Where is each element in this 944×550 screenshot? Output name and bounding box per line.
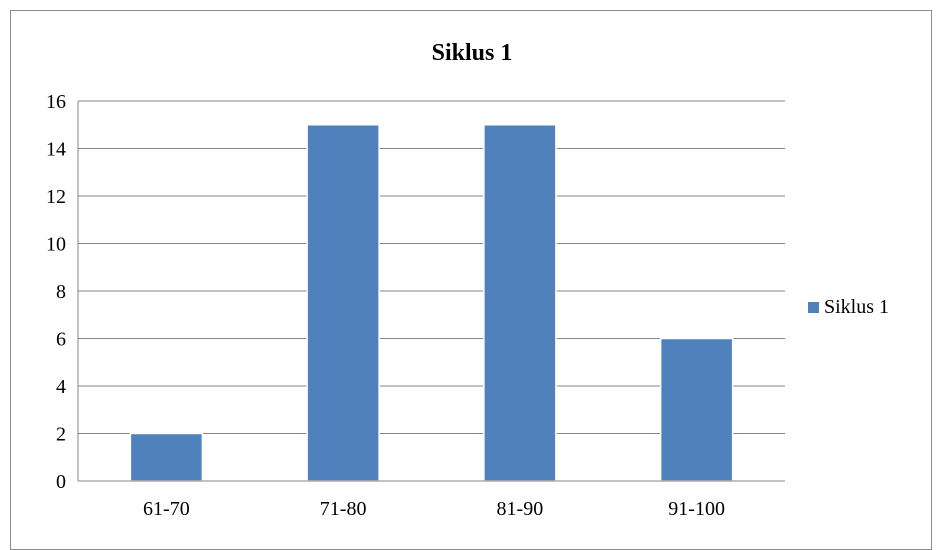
chart-title: Siklus 1 bbox=[431, 40, 513, 66]
y-tick-label: 6 bbox=[56, 329, 66, 351]
y-tick-label: 12 bbox=[46, 186, 66, 208]
bar bbox=[483, 124, 557, 482]
bar-chart: 0 2 4 6 8 10 12 14 16 61-70 71-80 81-90 91-100 bbox=[46, 91, 785, 520]
bar bbox=[659, 337, 734, 482]
y-tick-label: 8 bbox=[56, 281, 66, 303]
x-tick-label: 61-70 bbox=[143, 498, 190, 520]
y-tick-label: 2 bbox=[56, 424, 66, 446]
y-tick-label: 10 bbox=[46, 234, 66, 256]
bar bbox=[306, 124, 380, 482]
legend-swatch bbox=[808, 302, 819, 313]
x-tick-label: 81-90 bbox=[497, 498, 544, 520]
y-tick-label: 0 bbox=[56, 471, 66, 493]
y-tick-label: 14 bbox=[46, 139, 66, 161]
x-tick-label: 71-80 bbox=[320, 498, 367, 520]
bar bbox=[129, 432, 204, 482]
y-tick-label: 4 bbox=[56, 376, 66, 398]
legend: Siklus 1 bbox=[808, 296, 889, 319]
x-tick-label: 91-100 bbox=[668, 498, 725, 520]
legend-label: Siklus 1 bbox=[824, 296, 890, 318]
y-tick-label: 16 bbox=[46, 91, 66, 113]
